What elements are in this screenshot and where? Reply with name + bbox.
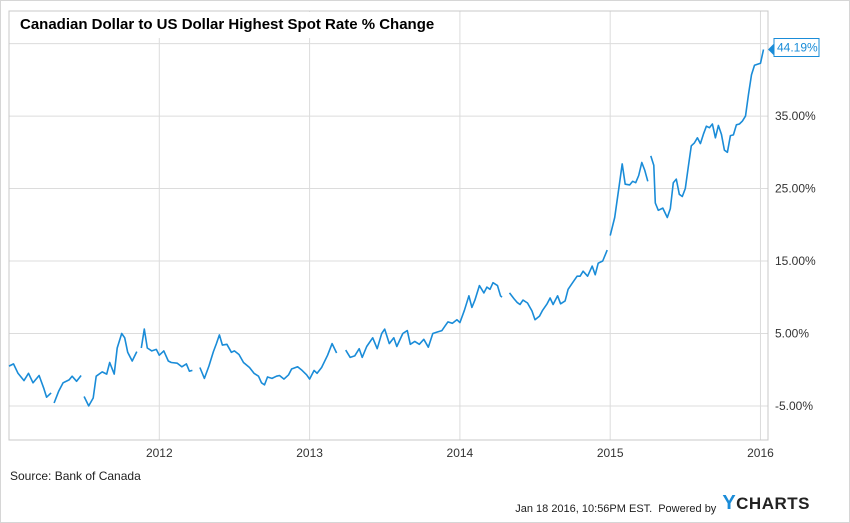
plot-area-border (8, 10, 769, 441)
x-tick-label: 2013 (296, 446, 323, 460)
series-line-segment (53, 375, 82, 404)
y-tick-label: 35.00% (775, 109, 816, 123)
last-value-pointer (768, 43, 774, 56)
timestamp: Jan 18 2016, 10:56PM EST. (515, 503, 653, 515)
series-lines (8, 49, 765, 407)
source-text: Source: Bank of Canada (10, 469, 141, 483)
series-line-segment (8, 363, 52, 399)
chart-title: Canadian Dollar to US Dollar Highest Spo… (20, 16, 434, 33)
series-line-segment (83, 332, 138, 407)
last-value-box (773, 38, 820, 57)
series-line-segment (199, 334, 338, 386)
x-tick-label: 2016 (747, 446, 774, 460)
last-value-callout: 44.19% (768, 38, 820, 57)
series-line-segment (345, 281, 503, 359)
ycharts-logo-text: CHARTS (736, 494, 810, 513)
y-axis-labels: 45.00%35.00%25.00%15.00%5.00%-5.00% (775, 37, 816, 413)
powered-by: Powered by (658, 503, 717, 515)
x-tick-label: 2014 (447, 446, 474, 460)
y-tick-label: 5.00% (775, 326, 809, 340)
x-tick-label: 2015 (597, 446, 624, 460)
title-background (11, 12, 441, 38)
series-line-segment (140, 328, 193, 373)
x-tick-label: 2012 (146, 446, 173, 460)
grid-lines (9, 11, 768, 440)
x-axis-labels: 2012 2013 2014 2015 2016 (146, 446, 774, 460)
y-tick-label: -5.00% (775, 399, 813, 413)
y-tick-label: 25.00% (775, 182, 816, 196)
series-line-segment (609, 161, 649, 236)
ycharts-logo[interactable]: YCHARTS (722, 492, 810, 515)
series-line-segment (508, 249, 608, 321)
y-tick-label: 15.00% (775, 254, 816, 268)
last-value-label: 44.19% (777, 41, 818, 55)
series-line-segment (650, 49, 765, 219)
ycharts-logo-y: Y (722, 492, 737, 514)
footer: Jan 18 2016, 10:56PM EST. Powered by YCH… (515, 492, 810, 515)
